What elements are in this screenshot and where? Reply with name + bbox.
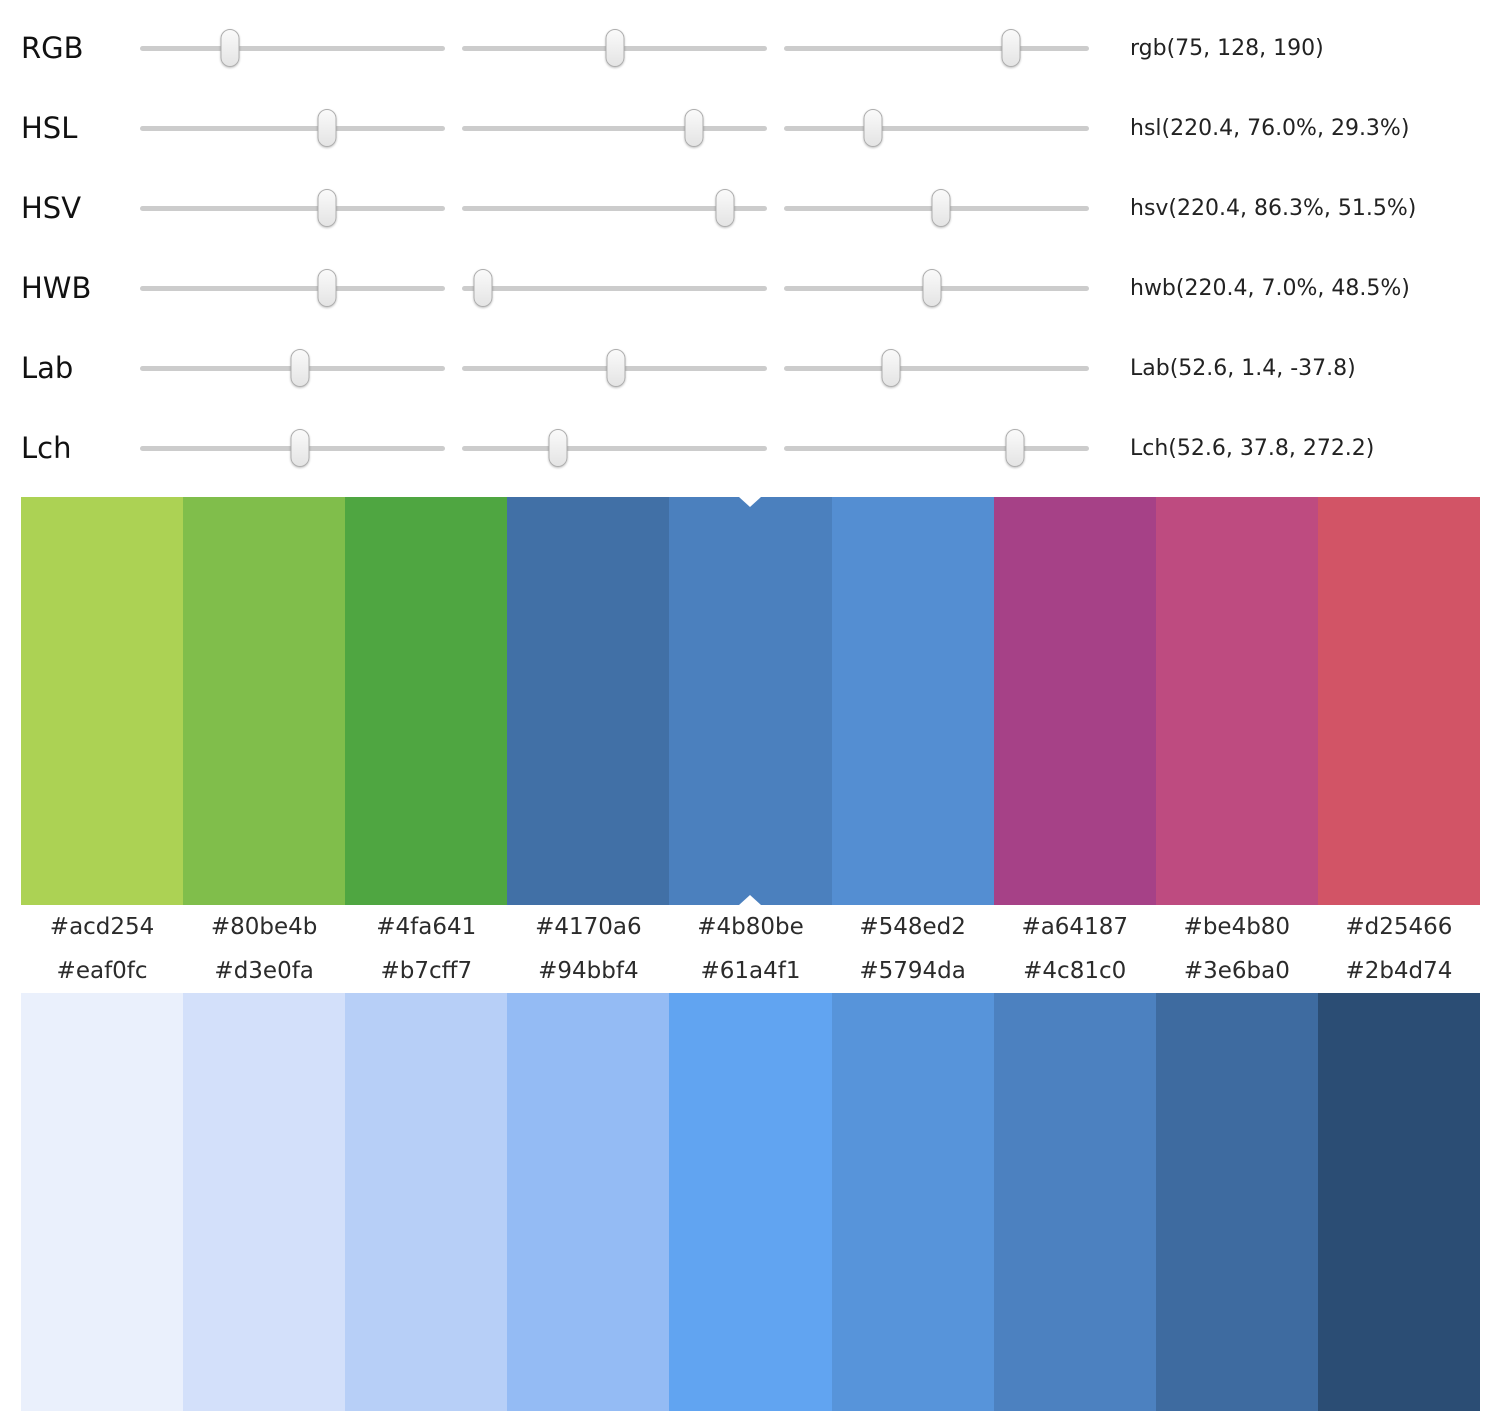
hue-hex-label: #80be4b — [210, 914, 318, 940]
lab-slider-track-1[interactable] — [140, 349, 445, 387]
hsl-slider-thumb-2[interactable] — [684, 109, 704, 147]
hue-swatch[interactable] — [183, 497, 346, 905]
lab-slider-thumb-1[interactable] — [290, 349, 310, 387]
hue-swatch-selected[interactable] — [669, 497, 832, 905]
hue-swatch[interactable] — [1155, 497, 1318, 905]
hwb-slider-thumb-1[interactable] — [317, 269, 337, 307]
lab-slider-thumb-2[interactable] — [606, 349, 626, 387]
lch-row-label: Lch — [21, 431, 72, 465]
color-sliders-section: RGB rgb(75, 128, 190) HSL hsl(220.4, 76.… — [0, 0, 1501, 488]
hue-swatch[interactable] — [507, 497, 670, 905]
hwb-slider-thumb-2[interactable] — [473, 269, 493, 307]
hue-swatch[interactable] — [993, 497, 1156, 905]
hue-palette-labels: #acd254 #80be4b #4fa641 #4170a6 #4b80be … — [21, 905, 1480, 949]
hue-swatch[interactable] — [1317, 497, 1480, 905]
rgb-slider-thumb-3[interactable] — [1001, 29, 1021, 67]
hsl-row-label: HSL — [21, 111, 78, 145]
hsv-slider-thumb-1[interactable] — [317, 189, 337, 227]
hsv-value-readout: hsv(220.4, 86.3%, 51.5%) — [1130, 195, 1417, 221]
hsv-slider-track-1[interactable] — [140, 189, 445, 227]
hsl-slider-track-1[interactable] — [140, 109, 445, 147]
tint-swatch[interactable] — [183, 993, 346, 1411]
tint-hex-label: #2b4d74 — [1345, 958, 1453, 984]
tint-hex-label: #3e6ba0 — [1183, 958, 1290, 984]
lch-slider-track-3[interactable] — [784, 429, 1089, 467]
hsl-slider-thumb-3[interactable] — [863, 109, 883, 147]
rgb-value-readout: rgb(75, 128, 190) — [1130, 35, 1324, 61]
tint-hex-label: #b7cff7 — [380, 958, 473, 984]
hue-hex-label: #4170a6 — [535, 914, 642, 940]
tint-swatch[interactable] — [669, 993, 832, 1411]
hsl-slider-track-2[interactable] — [462, 109, 767, 147]
hue-swatch[interactable] — [831, 497, 994, 905]
rgb-slider-thumb-1[interactable] — [220, 29, 240, 67]
hsv-slider-thumb-2[interactable] — [715, 189, 735, 227]
slider-row-lab: Lab Lab(52.6, 1.4, -37.8) — [0, 328, 1501, 408]
tint-hex-label: #d3e0fa — [214, 958, 314, 984]
hwb-value-readout: hwb(220.4, 7.0%, 48.5%) — [1130, 275, 1410, 301]
tint-palette — [21, 993, 1480, 1411]
rgb-slider-track-2[interactable] — [462, 29, 767, 67]
hsl-slider-track-3[interactable] — [784, 109, 1089, 147]
lch-slider-track-2[interactable] — [462, 429, 767, 467]
slider-row-rgb: RGB rgb(75, 128, 190) — [0, 8, 1501, 88]
lch-value-readout: Lch(52.6, 37.8, 272.2) — [1130, 435, 1375, 461]
lab-slider-track-2[interactable] — [462, 349, 767, 387]
hue-hex-label: #acd254 — [49, 914, 155, 940]
lch-slider-thumb-2[interactable] — [548, 429, 568, 467]
slider-row-lch: Lch Lch(52.6, 37.8, 272.2) — [0, 408, 1501, 488]
slider-row-hsv: HSV hsv(220.4, 86.3%, 51.5%) — [0, 168, 1501, 248]
tint-hex-label: #eaf0fc — [56, 958, 148, 984]
tint-swatch[interactable] — [1155, 993, 1318, 1411]
hue-hex-label: #be4b80 — [1183, 914, 1291, 940]
hue-hex-label: #548ed2 — [859, 914, 966, 940]
hue-hex-label: #4fa641 — [376, 914, 477, 940]
tint-swatch[interactable] — [507, 993, 670, 1411]
hsl-value-readout: hsl(220.4, 76.0%, 29.3%) — [1130, 115, 1410, 141]
hsv-slider-track-2[interactable] — [462, 189, 767, 227]
slider-row-hsl: HSL hsl(220.4, 76.0%, 29.3%) — [0, 88, 1501, 168]
hsv-slider-thumb-3[interactable] — [931, 189, 951, 227]
rgb-slider-track-3[interactable] — [784, 29, 1089, 67]
tint-swatch[interactable] — [21, 993, 184, 1411]
hwb-slider-thumb-3[interactable] — [922, 269, 942, 307]
lch-slider-thumb-1[interactable] — [290, 429, 310, 467]
tint-swatch[interactable] — [831, 993, 994, 1411]
tint-palette-labels: #eaf0fc #d3e0fa #b7cff7 #94bbf4 #61a4f1 … — [21, 949, 1480, 993]
hwb-slider-track-3[interactable] — [784, 269, 1089, 307]
tint-hex-label: #4c81c0 — [1023, 958, 1127, 984]
hue-hex-label: #a64187 — [1021, 914, 1128, 940]
lab-slider-thumb-3[interactable] — [881, 349, 901, 387]
hue-swatch[interactable] — [345, 497, 508, 905]
hue-palette — [21, 497, 1480, 905]
tint-swatch[interactable] — [345, 993, 508, 1411]
rgb-row-label: RGB — [21, 31, 84, 65]
hsl-slider-thumb-1[interactable] — [317, 109, 337, 147]
hue-palette-section: #acd254 #80be4b #4fa641 #4170a6 #4b80be … — [0, 497, 1501, 949]
hsv-row-label: HSV — [21, 191, 82, 225]
hwb-slider-track-2[interactable] — [462, 269, 767, 307]
slider-row-hwb: HWB hwb(220.4, 7.0%, 48.5%) — [0, 248, 1501, 328]
tint-hex-label: #5794da — [859, 958, 966, 984]
tint-swatch[interactable] — [1317, 993, 1480, 1411]
hsv-slider-track-3[interactable] — [784, 189, 1089, 227]
lab-slider-track-3[interactable] — [784, 349, 1089, 387]
lab-value-readout: Lab(52.6, 1.4, -37.8) — [1130, 355, 1356, 381]
lab-row-label: Lab — [21, 351, 74, 385]
hue-hex-label: #d25466 — [1345, 914, 1453, 940]
rgb-slider-track-1[interactable] — [140, 29, 445, 67]
lch-slider-thumb-3[interactable] — [1005, 429, 1025, 467]
hue-swatch[interactable] — [21, 497, 184, 905]
hue-hex-label: #4b80be — [697, 914, 804, 940]
tint-hex-label: #94bbf4 — [538, 958, 639, 984]
lch-slider-track-1[interactable] — [140, 429, 445, 467]
hwb-slider-track-1[interactable] — [140, 269, 445, 307]
tint-palette-section: #eaf0fc #d3e0fa #b7cff7 #94bbf4 #61a4f1 … — [0, 949, 1501, 1411]
rgb-slider-thumb-2[interactable] — [605, 29, 625, 67]
tint-hex-label: #61a4f1 — [700, 958, 801, 984]
hwb-row-label: HWB — [21, 271, 92, 305]
tint-swatch[interactable] — [993, 993, 1156, 1411]
